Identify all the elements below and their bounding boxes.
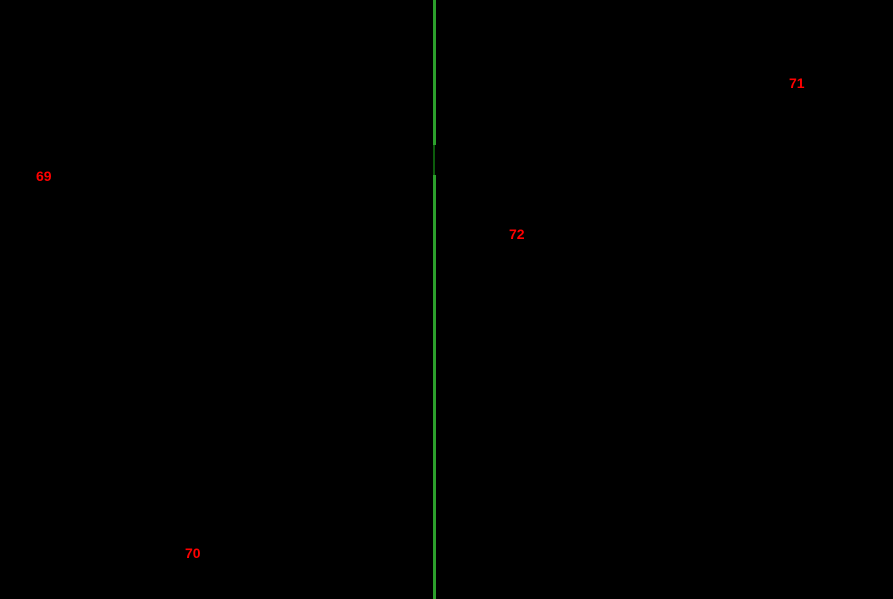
vertical-green-line	[433, 0, 436, 599]
point-label-70: 70	[185, 545, 201, 561]
vertical-line-dim-core	[433, 145, 435, 175]
vertical-line-dim-segment	[433, 145, 436, 175]
point-label-72: 72	[509, 226, 525, 242]
point-label-71: 71	[789, 75, 805, 91]
point-label-69: 69	[36, 168, 52, 184]
